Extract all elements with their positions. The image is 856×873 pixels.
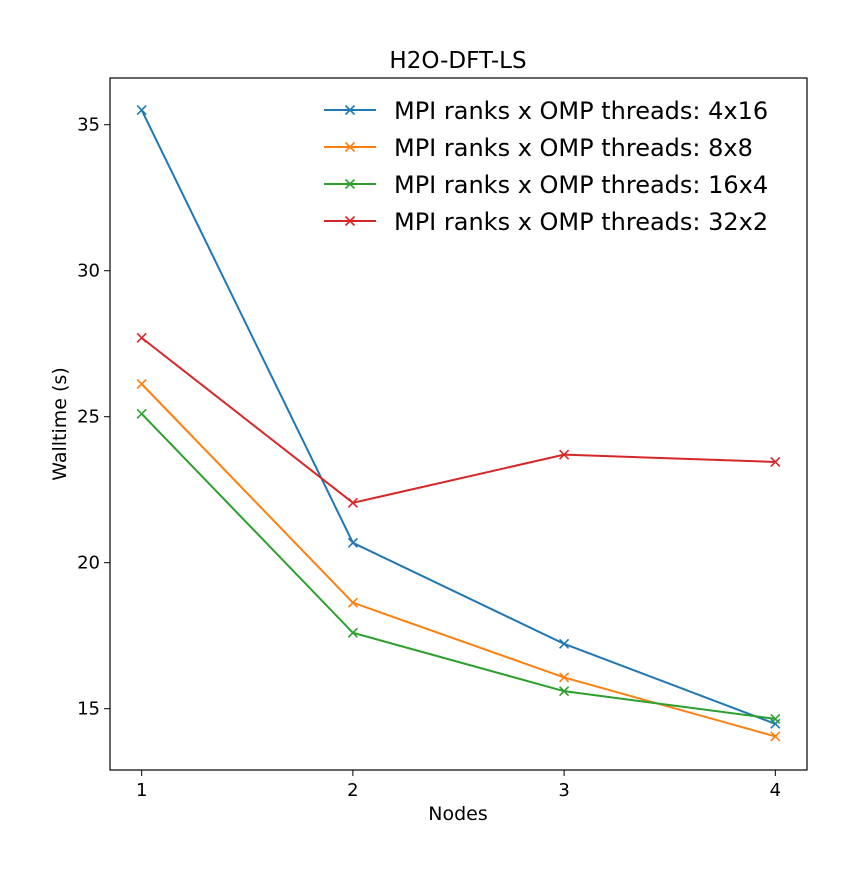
plot-area — [136, 105, 781, 742]
legend-item: MPI ranks x OMP threads: 16x4 — [324, 171, 768, 199]
y-tick-label: 20 — [77, 553, 100, 574]
data-point — [136, 332, 147, 343]
y-tick-label: 15 — [77, 699, 100, 720]
data-point — [136, 378, 147, 390]
data-point — [770, 731, 781, 742]
data-point — [136, 105, 147, 116]
series-line-1 — [140, 383, 776, 738]
y-axis-label: Walltime (s) — [49, 367, 71, 480]
series-line-0 — [140, 109, 776, 725]
data-point — [559, 686, 570, 697]
legend-label: MPI ranks x OMP threads: 4x16 — [394, 97, 768, 125]
x-axis-label: Nodes — [428, 803, 488, 825]
series-line-2 — [140, 413, 776, 720]
x-tick-label: 2 — [347, 780, 358, 801]
data-point — [347, 597, 358, 608]
legend-item: MPI ranks x OMP threads: 4x16 — [324, 97, 768, 125]
data-point — [559, 672, 570, 683]
legend: MPI ranks x OMP threads: 4x16 MPI ranks x… — [324, 97, 768, 236]
data-point — [347, 537, 358, 548]
x-tick-label: 4 — [770, 780, 781, 801]
chart-title: H2O-DFT-LS — [389, 48, 526, 74]
legend-label: MPI ranks x OMP threads: 8x8 — [394, 134, 753, 162]
legend-item: MPI ranks x OMP threads: 8x8 — [324, 134, 753, 162]
legend-item: MPI ranks x OMP threads: 32x2 — [324, 208, 768, 236]
x-tick-label: 1 — [136, 780, 147, 801]
y-tick-label: 25 — [77, 407, 100, 428]
data-point — [136, 408, 147, 419]
legend-label: MPI ranks x OMP threads: 32x2 — [394, 208, 768, 236]
plot-frame — [109, 77, 808, 771]
data-point — [559, 449, 570, 460]
data-point — [347, 627, 358, 638]
x-axis: 1 2 3 4 — [136, 770, 781, 801]
y-tick-label: 30 — [77, 261, 100, 282]
y-axis: 15 20 25 30 35 — [77, 115, 110, 720]
data-point — [559, 638, 570, 649]
y-tick-label: 35 — [77, 115, 100, 136]
legend-label: MPI ranks x OMP threads: 16x4 — [394, 171, 768, 199]
data-point — [770, 456, 781, 468]
x-tick-label: 3 — [558, 780, 569, 801]
data-point — [347, 497, 358, 508]
data-point — [770, 713, 781, 724]
series-line-3 — [141, 337, 776, 504]
data-point — [770, 718, 781, 729]
